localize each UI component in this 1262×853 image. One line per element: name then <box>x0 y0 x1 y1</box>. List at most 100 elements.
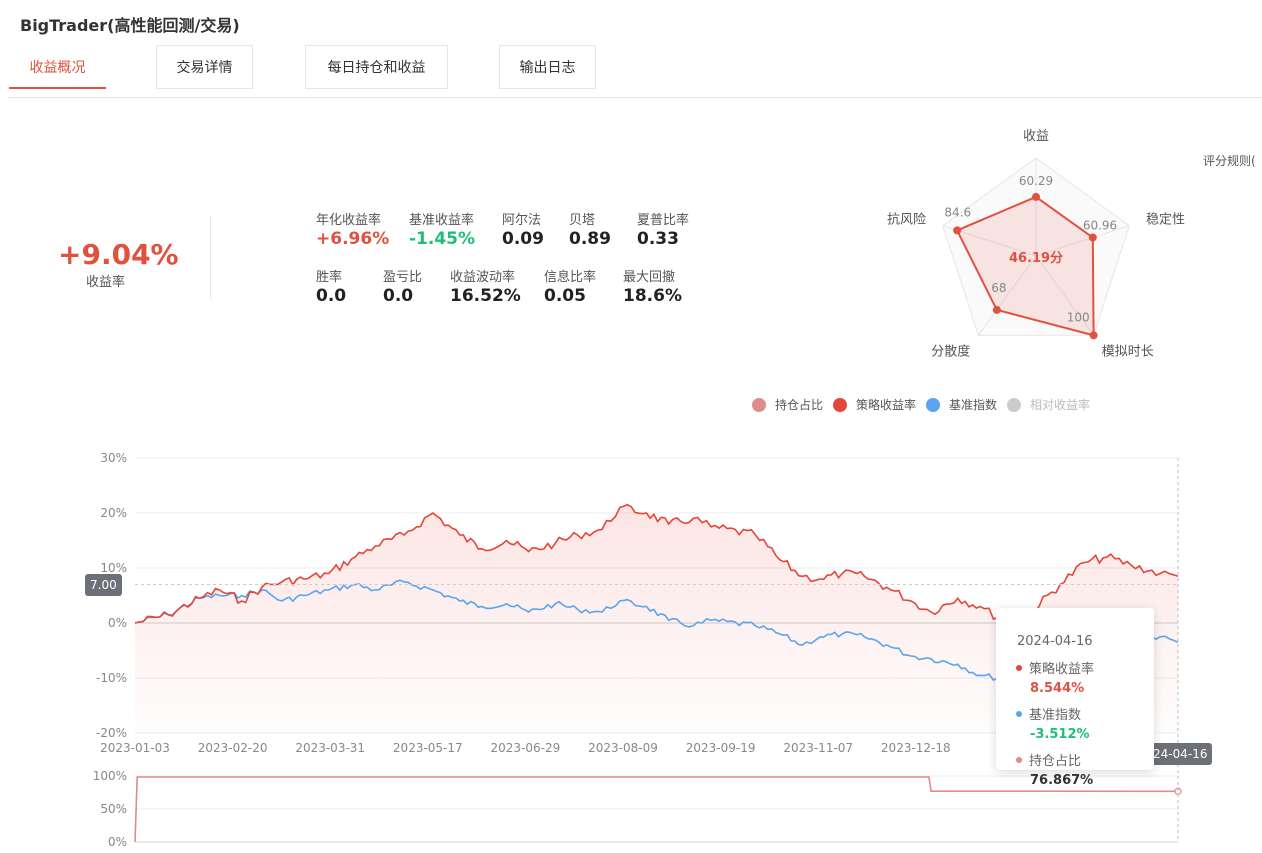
tooltip-marker <box>1016 664 1022 671</box>
metric-volatility: 收益波动率 16.52% <box>450 266 521 306</box>
legend-item-relative-return[interactable]: 相对收益率 <box>1007 396 1090 413</box>
tooltip-value-position: 76.867% <box>1030 773 1094 788</box>
legend-label: 策略收益率 <box>856 398 917 412</box>
metric-value: 16.52% <box>450 286 521 306</box>
radar-axis-label: 模拟时长 <box>1102 344 1154 359</box>
tooltip-marker <box>1016 710 1022 717</box>
metric-value: -1.45% <box>409 229 476 249</box>
metric-label: 收益波动率 <box>450 270 516 285</box>
chart-tooltip: 2024-04-16 策略收益率 8.544% 基准指数 -3.512% 持仓占… <box>996 608 1154 770</box>
metric-value: +6.96% <box>316 229 390 249</box>
metric-annual-return: 年化收益率 +6.96% <box>316 209 389 249</box>
tab-output-log[interactable]: 输出日志 <box>499 45 596 89</box>
chart-legend: 持仓占比 策略收益率 基准指数 相对收益率 <box>752 396 1100 413</box>
metric-beta: 贝塔 0.89 <box>569 209 611 249</box>
tooltip-row-strategy: 策略收益率 <box>1016 658 1094 677</box>
tooltip-value-strategy: 8.544% <box>1030 681 1085 696</box>
x-tick-label: 2023-02-20 <box>198 741 268 755</box>
y-tick-label: -20% <box>96 726 127 740</box>
radar-axis-line <box>1035 225 1130 257</box>
y-tick-label: -10% <box>96 671 127 685</box>
tooltip-marker <box>1016 756 1022 763</box>
metric-label: 盈亏比 <box>383 270 423 285</box>
legend-label: 基准指数 <box>949 398 998 412</box>
tooltip-date: 2024-04-16 <box>1017 634 1093 649</box>
radar-value-label: 84.6 <box>944 205 971 219</box>
legend-marker <box>926 397 941 412</box>
position-y-tick-label: 50% <box>100 802 127 816</box>
x-tick-label: 2023-11-07 <box>783 741 853 755</box>
radar-value-label: 60.29 <box>1019 174 1053 188</box>
metric-label: 夏普比率 <box>637 213 690 228</box>
x-tick-label: 2023-06-29 <box>491 741 561 755</box>
radar-axis-label: 抗风险 <box>887 213 926 228</box>
radar-value-label: 60.96 <box>1083 219 1117 233</box>
score-polygon <box>955 195 1095 337</box>
tab-daily-positions[interactable]: 每日持仓和收益 <box>305 45 448 89</box>
metric-alpha: 阿尔法 0.09 <box>502 209 544 249</box>
position-y-tick-label: 100% <box>93 769 127 783</box>
metric-label: 阿尔法 <box>502 213 542 228</box>
radar-axis-line <box>977 255 1037 336</box>
metric-value: 0.09 <box>502 229 544 249</box>
tab-return-overview[interactable]: 收益概况 <box>8 45 107 89</box>
metric-label: 基准收益率 <box>409 213 475 228</box>
x-tick-label: 2023-01-03 <box>100 741 170 755</box>
legend-item-benchmark[interactable]: 基准指数 <box>926 396 997 413</box>
radar-point <box>1088 233 1097 242</box>
tooltip-row-benchmark: 基准指数 <box>1016 704 1081 723</box>
y-tick-label: 10% <box>100 561 127 575</box>
legend-label: 持仓占比 <box>775 398 824 412</box>
legend-marker <box>752 397 766 412</box>
radar-value-label: 100 <box>1067 310 1090 324</box>
radar-axis-label: 分散度 <box>931 343 970 359</box>
strategy-area-fill <box>135 504 1178 733</box>
score-rule-link[interactable]: 评分规则( <box>1203 154 1256 168</box>
y-tick-label: 0% <box>108 616 127 630</box>
radar-axis-label: 稳定性 <box>1146 212 1185 228</box>
tooltip-label: 基准指数 <box>1029 708 1082 723</box>
tab-trade-details[interactable]: 交易详情 <box>156 45 253 89</box>
metric-label: 年化收益率 <box>316 213 382 228</box>
metric-value: 18.6% <box>623 286 682 306</box>
legend-marker <box>1007 397 1022 412</box>
position-ratio-line <box>134 776 1179 843</box>
divider <box>210 215 211 299</box>
metric-label: 最大回撤 <box>623 270 676 285</box>
metric-value: 0.05 <box>544 286 586 306</box>
legend-item-strategy-return[interactable]: 策略收益率 <box>833 396 916 413</box>
radar-point <box>1032 192 1040 201</box>
score-center-value: 46.19分 <box>1009 250 1063 266</box>
position-y-tick-label: 0% <box>108 835 127 849</box>
tooltip-value-benchmark: -3.512% <box>1030 727 1090 742</box>
tab-bar: 收益概况 交易详情 每日持仓和收益 输出日志 <box>8 45 1262 98</box>
legend-item-position-ratio[interactable]: 持仓占比 <box>752 396 823 413</box>
tooltip-label: 持仓占比 <box>1029 754 1082 769</box>
crosshair-x-badge: 24-04-16 <box>1148 743 1213 765</box>
tooltip-label: 策略收益率 <box>1029 662 1095 677</box>
metric-value: 0.0 <box>316 286 347 306</box>
metric-benchmark-return: 基准收益率 -1.45% <box>409 209 475 249</box>
x-tick-label: 2023-08-09 <box>588 741 658 755</box>
metric-info-ratio: 信息比率 0.05 <box>544 266 596 306</box>
radar-axis-line <box>1035 255 1095 336</box>
metric-value: 0.0 <box>383 286 414 306</box>
x-tick-label: 2023-05-17 <box>393 741 463 755</box>
score-radar-chart: 收益 60.29 稳定性 60.96 模拟时长 100 分散度 68 抗风险 84.6 46.19… <box>887 129 1185 359</box>
total-return-label: 收益率 <box>86 275 126 290</box>
legend-label: 相对收益率 <box>1030 398 1091 412</box>
x-tick-label: 2023-12-18 <box>881 741 951 755</box>
legend-marker <box>833 397 848 412</box>
metric-sharpe: 夏普比率 0.33 <box>637 209 689 249</box>
tooltip-row-position: 持仓占比 <box>1016 750 1081 769</box>
x-tick-label: 2023-09-19 <box>686 741 756 755</box>
x-tick-label: 2023-03-31 <box>295 741 365 755</box>
metric-label: 贝塔 <box>569 213 596 228</box>
metric-profit-loss-ratio: 盈亏比 0.0 <box>383 266 422 306</box>
y-tick-label: 20% <box>100 506 127 520</box>
crosshair-y-badge: 7.00 <box>85 574 122 596</box>
app-title: BigTrader(高性能回测/交易) <box>20 16 240 35</box>
metric-max-drawdown: 最大回撤 18.6% <box>623 266 682 306</box>
radar-value-label: 68 <box>991 281 1006 295</box>
metric-label: 信息比率 <box>544 270 597 285</box>
